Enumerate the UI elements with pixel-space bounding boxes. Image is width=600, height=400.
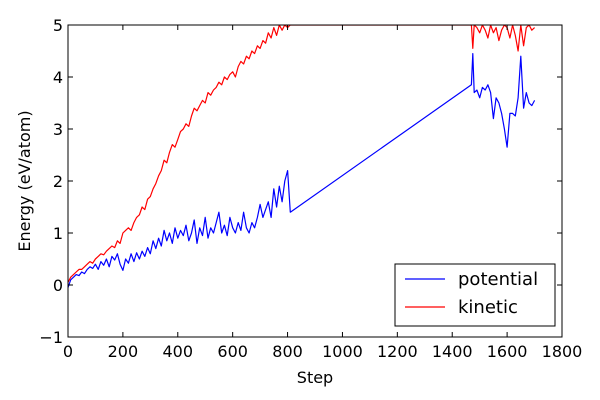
x-axis-ticks: 0 200 400 600 800 1000 1200 1400 1600 1800: [63, 25, 582, 361]
y-tick-label: 3: [53, 120, 63, 139]
y-tick-label: 0: [53, 276, 63, 295]
x-axis-label: Step: [297, 368, 333, 387]
y-tick-label: 2: [53, 172, 63, 191]
legend-label-kinetic: kinetic: [458, 297, 518, 318]
x-tick-label: 0: [63, 342, 73, 361]
legend: potential kinetic: [394, 263, 556, 327]
y-tick-label: 5: [53, 16, 63, 35]
y-tick-label: 4: [53, 68, 63, 87]
y-axis-label: Energy (eV/atom): [15, 110, 34, 251]
x-tick-label: 200: [108, 342, 139, 361]
x-tick-label: 1200: [377, 342, 418, 361]
series-layer: [68, 25, 536, 288]
x-tick-label: 1800: [542, 342, 583, 361]
x-tick-label: 1600: [487, 342, 528, 361]
legend-label-potential: potential: [458, 269, 538, 290]
y-tick-label: 1: [53, 224, 63, 243]
x-tick-label: 600: [217, 342, 248, 361]
series-line-kinetic: [68, 25, 536, 283]
y-tick-label: −1: [39, 328, 63, 347]
legend-box: [394, 263, 556, 327]
x-tick-label: 400: [163, 342, 194, 361]
x-tick-label: 1400: [432, 342, 473, 361]
x-tick-label: 800: [272, 342, 303, 361]
series-line-potential: [68, 52, 536, 288]
y-axis-ticks: −1 0 1 2 3 4 5: [39, 16, 562, 347]
x-tick-label: 1000: [322, 342, 363, 361]
